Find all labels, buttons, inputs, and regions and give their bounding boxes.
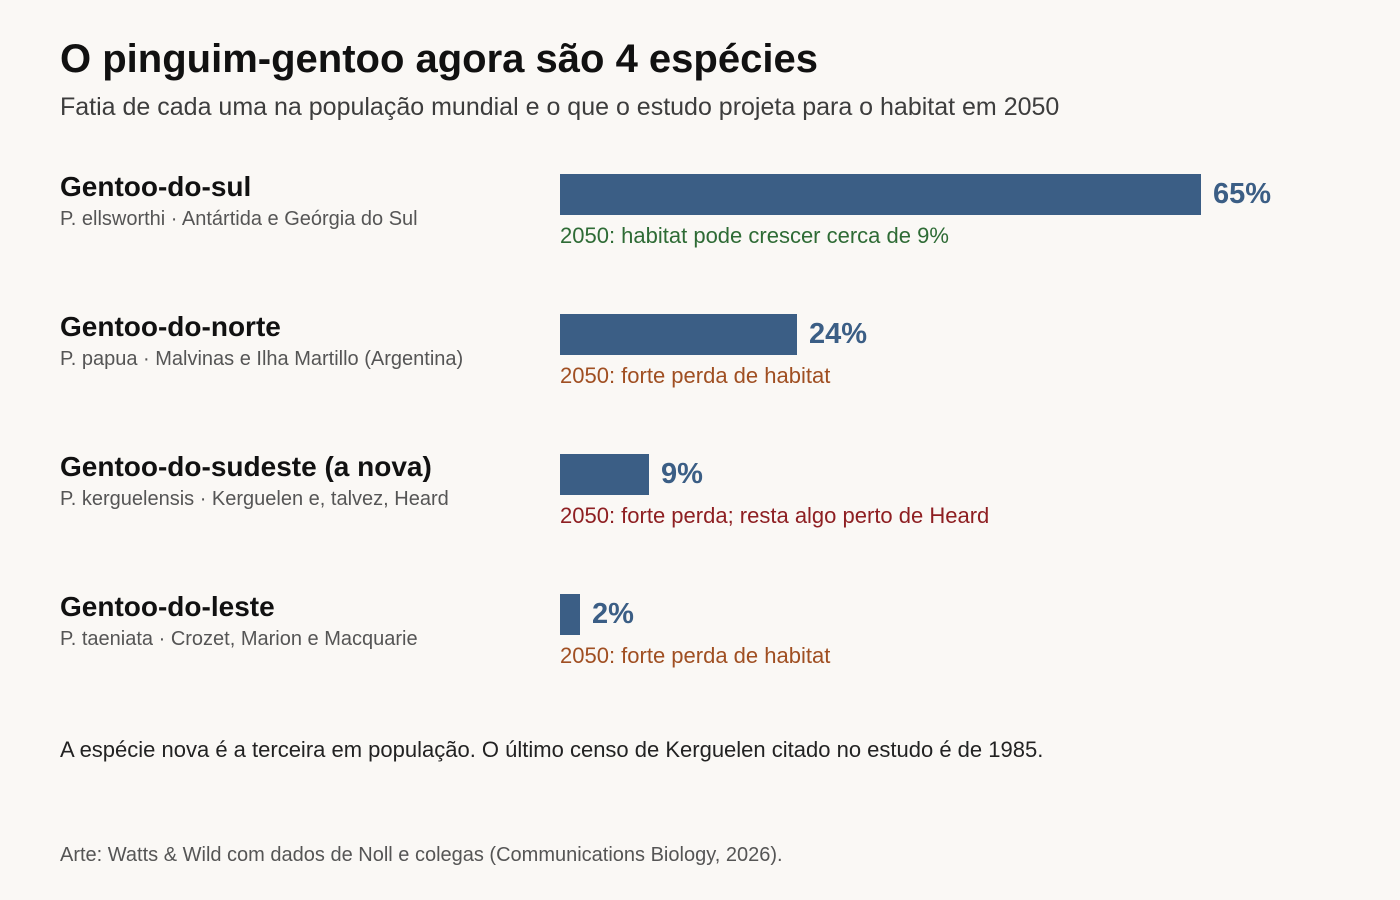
- species-scientific-name: P. papua · Malvinas e Ilha Martillo (Arg…: [60, 348, 464, 370]
- species-row: Gentoo-do-sul P. ellsworthi · Antártida …: [0, 170, 1400, 270]
- species-name: Gentoo-do-leste: [60, 591, 275, 622]
- population-bar: [560, 314, 797, 355]
- species-scientific-name: P. ellsworthi · Antártida e Geórgia do S…: [60, 208, 418, 230]
- population-bar: [560, 174, 1201, 215]
- species-scientific-name: P. kerguelensis · Kerguelen e, talvez, H…: [60, 488, 449, 510]
- species-row: Gentoo-do-sudeste (a nova) P. kerguelens…: [0, 450, 1400, 550]
- bar-value-label: 2%: [592, 598, 634, 630]
- bar-value-label: 24%: [809, 318, 868, 350]
- population-bar: [560, 454, 649, 495]
- species-name: Gentoo-do-sudeste (a nova): [60, 451, 432, 482]
- habitat-2050-note: 2050: forte perda de habitat: [560, 363, 831, 388]
- source-credit: Arte: Watts & Wild com dados de Noll e c…: [60, 844, 783, 866]
- habitat-2050-note: 2050: forte perda de habitat: [560, 643, 831, 668]
- species-row: Gentoo-do-norte P. papua · Malvinas e Il…: [0, 310, 1400, 410]
- population-bar: [560, 594, 580, 635]
- bar-value-label: 9%: [661, 458, 703, 490]
- chart-subtitle: Fatia de cada uma na população mundial e…: [60, 93, 1060, 121]
- habitat-2050-note: 2050: habitat pode crescer cerca de 9%: [560, 223, 949, 248]
- species-name: Gentoo-do-norte: [60, 311, 281, 342]
- habitat-2050-note: 2050: forte perda; resta algo perto de H…: [560, 503, 990, 528]
- bar-value-label: 65%: [1213, 178, 1272, 210]
- species-row: Gentoo-do-leste P. taeniata · Crozet, Ma…: [0, 590, 1400, 690]
- chart-title: O pinguim-gentoo agora são 4 espécies: [60, 37, 818, 81]
- species-name: Gentoo-do-sul: [60, 171, 252, 202]
- species-scientific-name: P. taeniata · Crozet, Marion e Macquarie: [60, 628, 418, 650]
- footnote: A espécie nova é a terceira em população…: [60, 737, 1044, 762]
